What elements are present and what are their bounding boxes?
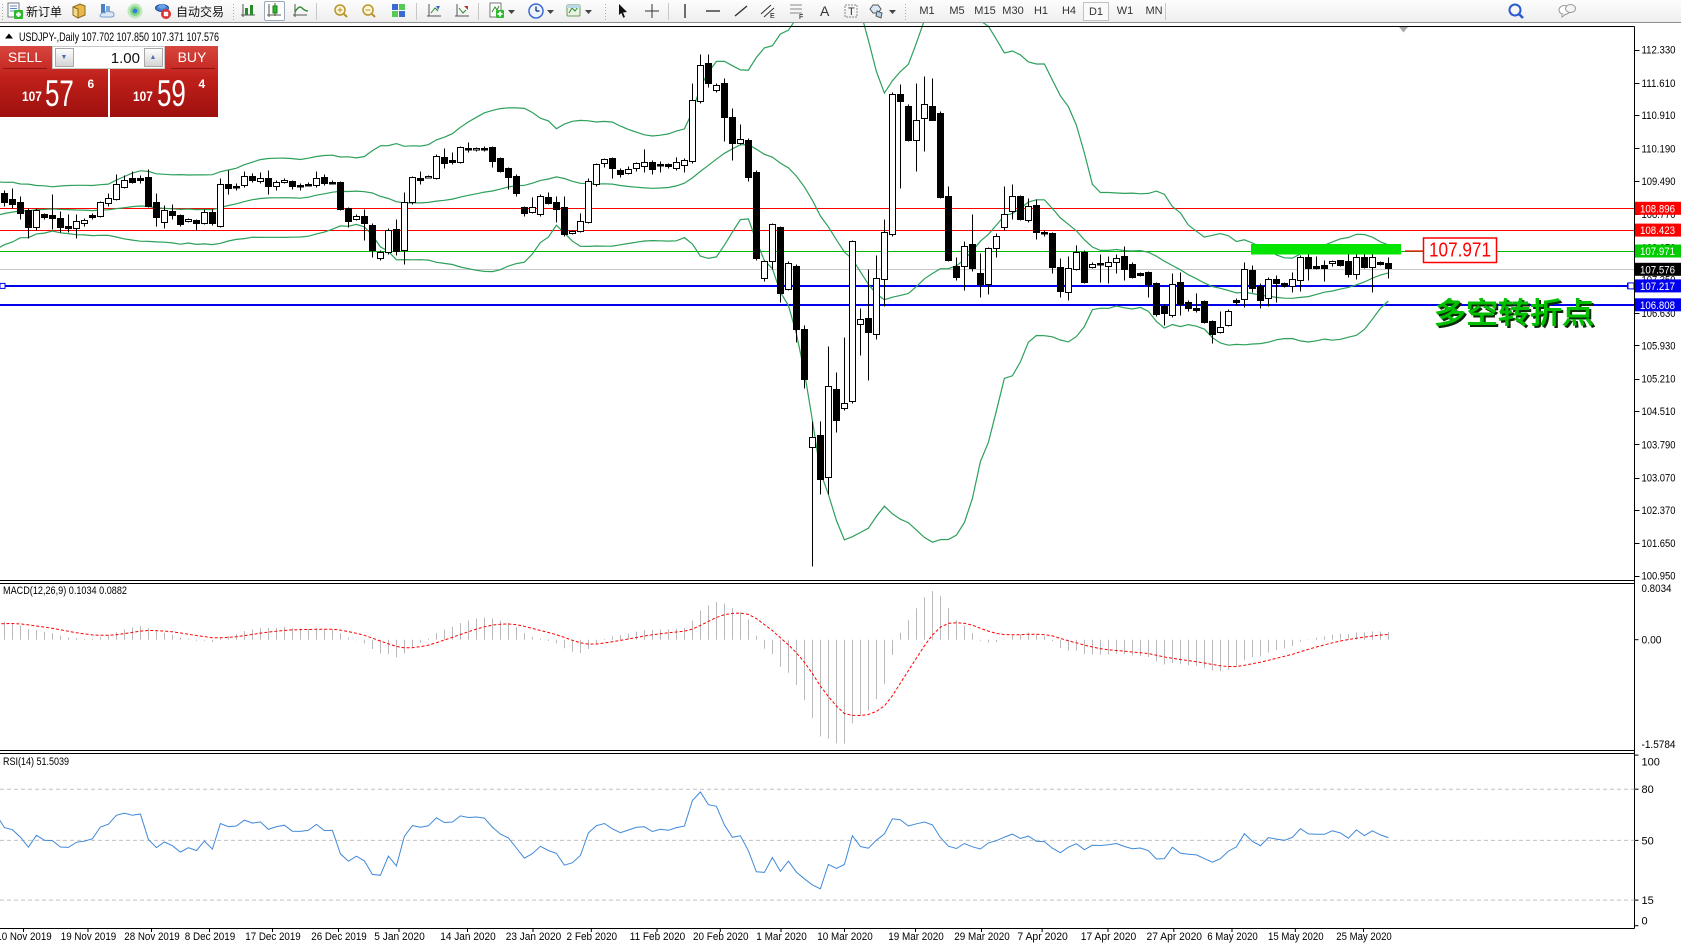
svg-text:20 Feb 2020: 20 Feb 2020: [693, 931, 749, 943]
svg-text:107.217: 107.217: [1640, 281, 1675, 293]
svg-text:27 Apr 2020: 27 Apr 2020: [1147, 931, 1203, 943]
svg-text:23 Jan 2020: 23 Jan 2020: [506, 931, 562, 943]
svg-text:108.423: 108.423: [1640, 225, 1675, 237]
svg-text:-1.5784: -1.5784: [1642, 739, 1676, 751]
svg-text:110.190: 110.190: [1642, 143, 1676, 155]
svg-text:29 Mar 2020: 29 Mar 2020: [954, 931, 1010, 943]
svg-text:10 Mar 2020: 10 Mar 2020: [817, 931, 873, 943]
svg-text:11 Feb 2020: 11 Feb 2020: [630, 931, 686, 943]
svg-text:106.808: 106.808: [1640, 300, 1675, 312]
svg-text:28 Nov 2019: 28 Nov 2019: [124, 931, 180, 943]
svg-text:105.930: 105.930: [1642, 340, 1676, 352]
svg-text:10 Nov 2019: 10 Nov 2019: [0, 931, 52, 943]
svg-text:107.971: 107.971: [1429, 240, 1491, 262]
svg-text:110.910: 110.910: [1642, 110, 1676, 122]
svg-text:105.210: 105.210: [1642, 374, 1676, 386]
svg-text:T: T: [848, 6, 855, 18]
svg-text:107.971: 107.971: [1640, 246, 1675, 258]
svg-text:102.370: 102.370: [1642, 505, 1676, 517]
svg-text:8 Dec 2019: 8 Dec 2019: [185, 931, 236, 943]
svg-text:MACD(12,26,9) 0.1034 0.0882: MACD(12,26,9) 0.1034 0.0882: [3, 585, 127, 597]
svg-text:17 Apr 2020: 17 Apr 2020: [1081, 931, 1137, 943]
svg-text:7 Apr 2020: 7 Apr 2020: [1017, 931, 1068, 943]
svg-text:USDJPY-,Daily 107.702 107.850: USDJPY-,Daily 107.702 107.850 107.371 10…: [19, 30, 219, 44]
svg-text:80: 80: [1642, 784, 1654, 796]
svg-text:15: 15: [1642, 895, 1654, 907]
svg-text:17 Dec 2019: 17 Dec 2019: [245, 931, 301, 943]
svg-text:15 May 2020: 15 May 2020: [1268, 931, 1324, 943]
svg-text:108.896: 108.896: [1640, 203, 1675, 215]
svg-text:0.00: 0.00: [1642, 635, 1662, 647]
svg-text:107.576: 107.576: [1640, 264, 1675, 276]
svg-text:109.490: 109.490: [1642, 176, 1676, 188]
svg-text:103.070: 103.070: [1642, 473, 1676, 485]
svg-text:E: E: [770, 13, 775, 20]
svg-text:19 Mar 2020: 19 Mar 2020: [888, 931, 944, 943]
svg-text:103.790: 103.790: [1642, 439, 1676, 451]
svg-text:F: F: [799, 14, 803, 20]
svg-text:104.510: 104.510: [1642, 406, 1676, 418]
svg-text:19 Nov 2019: 19 Nov 2019: [61, 931, 117, 943]
svg-text:111.610: 111.610: [1642, 78, 1676, 90]
svg-text:5 Jan 2020: 5 Jan 2020: [374, 931, 425, 943]
svg-text:多空转折点: 多空转折点: [1436, 298, 1596, 332]
svg-text:26 Dec 2019: 26 Dec 2019: [311, 931, 367, 943]
svg-text:A: A: [820, 3, 830, 19]
svg-text:100.950: 100.950: [1642, 571, 1676, 583]
svg-text:多空转折点: 多空转折点: [1434, 296, 1594, 330]
svg-text:0.8034: 0.8034: [1642, 583, 1672, 595]
svg-text:0: 0: [1642, 916, 1648, 928]
svg-text:25 May 2020: 25 May 2020: [1336, 931, 1392, 943]
svg-text:6 May 2020: 6 May 2020: [1207, 931, 1258, 943]
svg-text:1 Mar 2020: 1 Mar 2020: [756, 931, 807, 943]
svg-text:RSI(14) 51.5039: RSI(14) 51.5039: [3, 756, 69, 768]
svg-text:14 Jan 2020: 14 Jan 2020: [440, 931, 496, 943]
svg-text:112.330: 112.330: [1642, 45, 1676, 57]
svg-text:101.650: 101.650: [1642, 538, 1676, 550]
svg-text:2 Feb 2020: 2 Feb 2020: [567, 931, 618, 943]
svg-text:50: 50: [1642, 835, 1654, 847]
svg-text:100: 100: [1642, 757, 1660, 769]
